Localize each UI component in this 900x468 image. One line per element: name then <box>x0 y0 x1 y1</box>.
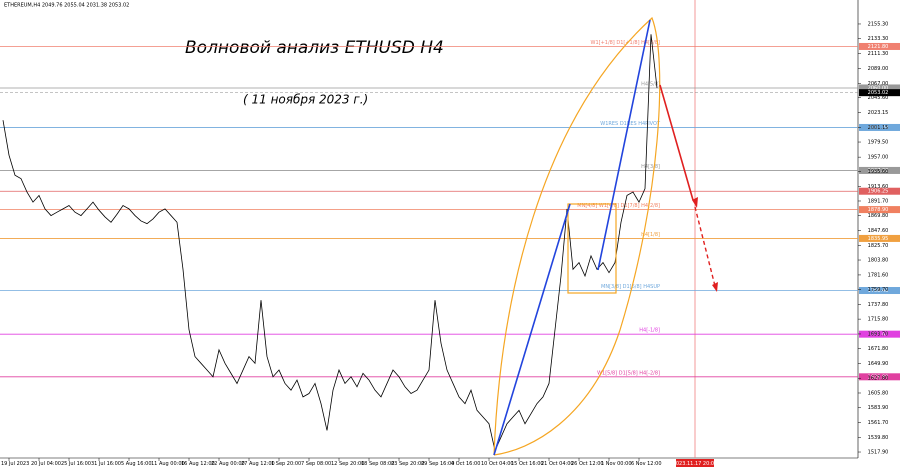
y-tick-label: 2045.60 <box>868 95 889 101</box>
level-text: MN[3/8] D1[6/8] H4SUP <box>601 284 660 290</box>
level-price-label: 1835.95 <box>868 236 889 242</box>
y-tick-label: 1781.60 <box>868 272 889 278</box>
y-tick-label: 1693.70 <box>868 331 889 337</box>
level-text: H4[5/8] <box>641 81 660 87</box>
level-price-box <box>859 187 900 195</box>
level-price-label: 1937.20 <box>868 168 889 174</box>
y-tick-label: 1517.90 <box>868 450 889 456</box>
y-tick-label: 1649.90 <box>868 361 889 367</box>
y-tick-label: 2111.30 <box>868 51 889 57</box>
time-marker-box <box>676 459 714 467</box>
drawings <box>493 16 718 456</box>
level-price-label: 1758.40 <box>868 288 889 294</box>
level-text: W1[5/8] D1[5/8] H4[-2/8] <box>597 370 660 376</box>
x-tick-label: 11 Aug 00:00 <box>151 461 185 467</box>
level-text: MN[4/8] W1[4/8] D1[7/8] H4[2/8] <box>577 203 660 209</box>
wave-line <box>597 19 651 271</box>
x-tick-label: 6 Nov 12:00 <box>631 461 662 467</box>
level-price-label: 1906.25 <box>868 189 889 195</box>
chart-subtitle: ( 11 ноября 2023 г.) <box>243 93 368 107</box>
level-price-label: 2121.80 <box>868 44 889 50</box>
y-tick-label: 1891.70 <box>868 198 889 204</box>
wave-line <box>493 203 571 456</box>
x-tick-label: 12 Sep 20:00 <box>331 461 364 467</box>
y-tick-label: 1825.70 <box>868 243 889 249</box>
y-tick-label: 1913.60 <box>868 184 889 190</box>
current-price-box <box>859 89 900 97</box>
level-price-box <box>859 84 900 92</box>
y-tick-label: 2089.00 <box>868 66 889 72</box>
plot: 2121.80 W1[+1/8] D1[+1/8] H4[8/8] 2060.00 H… <box>0 34 900 452</box>
level-text: H4[-1/8] <box>639 328 660 334</box>
x-tick-label: 27 Aug 12:00 <box>241 461 275 467</box>
level-price-label: 1693.40 <box>868 332 889 338</box>
y-tick-label: 1671.80 <box>868 346 889 352</box>
x-tick-label: 5 Aug 16:00 <box>121 461 152 467</box>
forecast-arrow <box>659 84 694 201</box>
y-tick-label: 1561.70 <box>868 420 889 426</box>
y-tick-label: 1869.80 <box>868 213 889 219</box>
y-tick-label: 1803.80 <box>868 258 889 264</box>
orange-box <box>567 203 617 294</box>
level-price-label: 1629.90 <box>868 374 889 380</box>
y-tick-label: 2133.30 <box>868 36 889 42</box>
level-price-label: 2001.20 <box>868 125 889 131</box>
y-tick-label: 1979.50 <box>868 140 889 146</box>
x-tick-label: 31 Jul 16:00 <box>91 461 121 467</box>
y-tick-label: 1737.80 <box>868 302 889 308</box>
x-tick-label: 1 Sep 20:00 <box>271 461 301 467</box>
x-tick-label: 18 Sep 08:00 <box>361 461 394 467</box>
x-tick-label: 29 Sep 16:00 <box>421 461 454 467</box>
y-tick-label: 1847.60 <box>868 228 889 234</box>
y-tick-label: 2023.15 <box>868 110 889 116</box>
level-price-label: 2060.00 <box>868 85 889 91</box>
y-tick-label: 1583.90 <box>868 405 889 411</box>
level-text: H4[3/8] <box>641 164 660 170</box>
y-tick-label: 1715.80 <box>868 317 889 323</box>
x-tick-label: 4 Oct 16:00 <box>451 461 480 467</box>
level-text: H4[1/8] <box>641 232 660 238</box>
x-tick-label: 16 Aug 12:00 <box>181 461 215 467</box>
y-tick-label: 1759.70 <box>868 287 889 293</box>
y-tick-label: 2155.30 <box>868 21 889 27</box>
level-price-box <box>859 373 900 381</box>
x-tick-label: 19 Jul 2023 <box>1 461 29 467</box>
x-tick-label: 1 Nov 00:00 <box>601 461 632 467</box>
y-tick-label: 1935.60 <box>868 169 889 175</box>
level-text: W1[+1/8] D1[+1/8] H4[8/8] <box>591 40 661 46</box>
y-tick-label: 2067.00 <box>868 81 889 87</box>
y-tick-label: 1957.00 <box>868 155 889 161</box>
y-tick-label: 1605.80 <box>868 390 889 396</box>
level-price-box <box>859 234 900 242</box>
y-tick-label: 2001.15 <box>868 125 889 131</box>
time-marker-label: 2023.11.17 20:00 <box>673 461 718 467</box>
y-tick-label: 1539.80 <box>868 435 889 441</box>
level-price-box <box>859 330 900 338</box>
level-price-label: 1878.90 <box>868 207 889 213</box>
y-tick-label: 1627.80 <box>868 376 889 382</box>
x-tick-label: 26 Oct 12:00 <box>571 461 604 467</box>
x-tick-label: 21 Oct 04:00 <box>541 461 574 467</box>
level-price-box <box>859 206 900 214</box>
price-line <box>2 34 658 452</box>
x-tick-label: 23 Sep 20:00 <box>391 461 424 467</box>
x-tick-label: 7 Sep 08:00 <box>301 461 331 467</box>
orange-arc <box>493 16 661 456</box>
x-tick-label: 10 Oct 04:00 <box>481 461 514 467</box>
level-price-box <box>859 42 900 50</box>
chart-header: ETHEREUM,H4 2049.76 2055.04 2031.38 2053… <box>4 3 129 9</box>
x-tick-label: 15 Oct 16:00 <box>511 461 544 467</box>
x-tick-label: 22 Aug 00:00 <box>211 461 245 467</box>
level-price-box <box>859 287 900 295</box>
x-tick-label: 20 Jul 04:00 <box>31 461 61 467</box>
x-tick-label: 25 Jul 16:00 <box>61 461 91 467</box>
level-price-box <box>859 166 900 174</box>
current-price-label: 2053.02 <box>868 90 889 96</box>
level-text: W1RES D1RES H4PIVOT <box>600 121 661 127</box>
level-price-box <box>859 123 900 131</box>
chart-title: Волновой анализ ETHUSD H4 <box>185 38 444 58</box>
